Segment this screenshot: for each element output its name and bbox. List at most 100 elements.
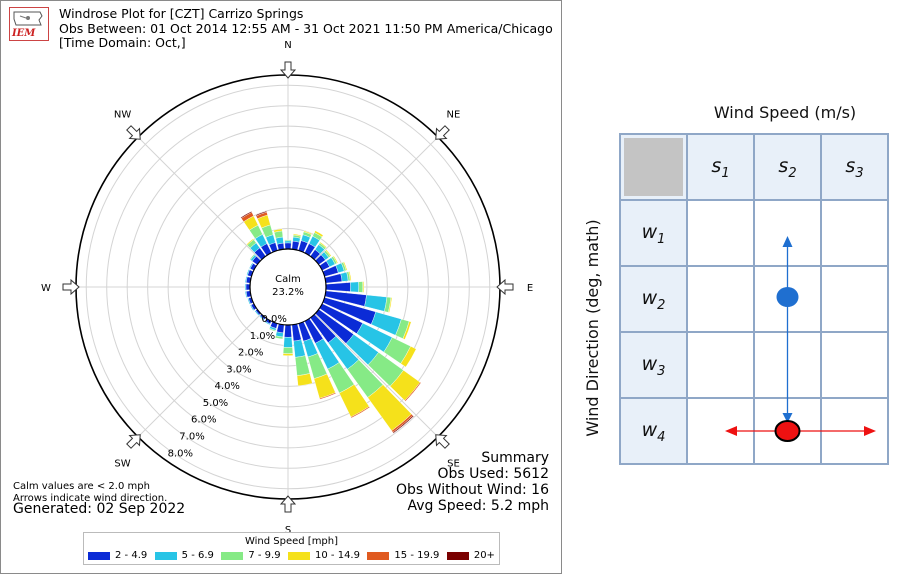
footnote: Calm values are < 2.0 mph Arrows indicat…: [13, 481, 167, 505]
calm-value: 23.2%: [272, 287, 304, 298]
legend-label: 15 - 19.9: [394, 550, 440, 561]
grid-cell: [619, 265, 688, 333]
legend-items: 2 - 4.9 5 - 6.9 7 - 9.9 10 - 14.9 15 - 19.9 2…: [88, 550, 495, 561]
rose-wedge: [255, 210, 268, 217]
rose-wedge: [246, 269, 250, 276]
direction-label: W: [41, 283, 51, 294]
grid-cell: [820, 331, 889, 399]
legend-swatch: [221, 551, 244, 560]
rose-wedge: [240, 211, 253, 219]
radial-tick-label: 0.0%: [262, 314, 287, 325]
rose-wedge: [264, 320, 271, 326]
summary-obs-used: Obs Used: 5612: [437, 466, 550, 482]
grid-cell: [686, 331, 755, 399]
rose-wedge: [282, 347, 294, 354]
rose-wedge: [283, 336, 293, 348]
legend-item: 2 - 4.9: [88, 550, 147, 561]
windrose-panel: IEM Windrose Plot for [CZT] Carrizo Spri…: [0, 0, 562, 574]
legend-item: 10 - 14.9: [288, 550, 360, 561]
rose-wedge: [282, 353, 294, 356]
grid-cell: [686, 199, 755, 267]
generated-date: Generated: 02 Sep 2022: [13, 501, 186, 517]
rose-wedge: [244, 283, 247, 291]
rose-wedge: [249, 253, 256, 261]
summary-block: Summary Obs Used: 5612 Obs Without Wind:…: [396, 450, 549, 514]
direction-arrow-icon: [496, 278, 514, 296]
rose-wedge: [342, 261, 348, 271]
arrow-note: Arrows indicate wind direction.: [13, 493, 168, 504]
windrose-title: Windrose Plot for [CZT] Carrizo Springs …: [59, 6, 553, 51]
wind-direction-axis-label: Wind Direction (deg, math): [583, 219, 602, 436]
legend-label: 7 - 9.9: [248, 550, 281, 561]
calm-note: Calm values are < 2.0 mph: [13, 481, 150, 492]
grid-cell: [820, 133, 889, 201]
rose-wedge: [314, 230, 324, 238]
rose-grid-spoke: [314, 313, 439, 438]
calm-label: Calm: [275, 274, 301, 285]
logo-text: IEM: [12, 28, 36, 39]
direction-arrow-icon: [279, 495, 297, 513]
direction-label: SE: [447, 458, 460, 469]
speed-column-header: s1: [711, 155, 729, 181]
legend-item: 7 - 9.9: [221, 550, 281, 561]
rose-wedge: [362, 281, 365, 293]
rose-wedge: [259, 315, 265, 321]
grid-cell: [686, 265, 755, 333]
iem-logo: IEM: [9, 7, 49, 41]
arrow-left-icon: [725, 426, 737, 436]
direction-label: SW: [114, 458, 130, 469]
direction-row-header: w2: [642, 287, 666, 313]
direction-label: E: [527, 283, 533, 294]
rose-wedges: [240, 210, 422, 434]
radial-tick-label: 4.0%: [215, 381, 240, 392]
wind-speed-axis-label: Wind Speed (m/s): [714, 103, 856, 122]
blue-dot: [776, 287, 799, 307]
rose-wedge: [404, 381, 422, 402]
rose-wedge: [388, 297, 393, 313]
rose-wedge: [248, 262, 254, 269]
rose-wedge: [244, 276, 248, 283]
grid-cell: [619, 331, 688, 399]
rose-wedge: [244, 291, 248, 298]
legend-label: 5 - 6.9: [181, 550, 214, 561]
radial-tick-label: 6.0%: [191, 415, 216, 426]
radial-tick-label: 3.0%: [226, 364, 251, 375]
summary-obs-without-wind: Obs Without Wind: 16: [396, 482, 549, 498]
direction-arrow-icon: [126, 434, 141, 449]
grid-cell: [753, 133, 822, 201]
rose-wedge: [319, 392, 337, 400]
rose-wedge: [350, 281, 359, 293]
grid-cell: [820, 199, 889, 267]
legend-item: 20+: [446, 550, 495, 561]
red-dot: [774, 420, 801, 442]
rose-wedge: [246, 238, 255, 246]
rose-wedge: [274, 335, 284, 340]
legend-swatch: [288, 551, 311, 560]
grid-marks: [725, 236, 876, 442]
arrow-down-icon: [782, 413, 793, 423]
title-line: Windrose Plot for [CZT] Carrizo Springs: [59, 6, 304, 21]
rose-wedge: [402, 321, 412, 340]
radial-tick-label: 1.0%: [250, 331, 275, 342]
rose-grid-spoke: [314, 136, 439, 261]
rose-wedge: [284, 239, 292, 242]
rose-wedge: [273, 228, 283, 233]
legend-item: 5 - 6.9: [154, 550, 214, 561]
rose-wedge: [284, 240, 292, 244]
legend-label: 10 - 14.9: [315, 550, 360, 561]
radial-tick-label: 5.0%: [203, 398, 228, 409]
rose-wedge: [284, 242, 292, 250]
grid-diagram: Wind Speed (m/s) Wind Direction (deg, ma…: [583, 103, 889, 465]
grid-cell: [686, 133, 755, 201]
rose-grid-spoke: [137, 136, 262, 261]
legend-item: 15 - 19.9: [367, 550, 439, 561]
rose-wedge: [303, 230, 313, 235]
direction-arrow-icon: [279, 61, 297, 79]
direction-arrow-icon: [435, 125, 450, 140]
legend-swatch: [154, 551, 177, 560]
rose-wedge: [293, 233, 302, 237]
rose-wedge: [392, 415, 414, 434]
summary-heading: Summary: [481, 450, 549, 466]
legend-label: 2 - 4.9: [115, 550, 148, 561]
rose-wedge: [332, 255, 339, 264]
